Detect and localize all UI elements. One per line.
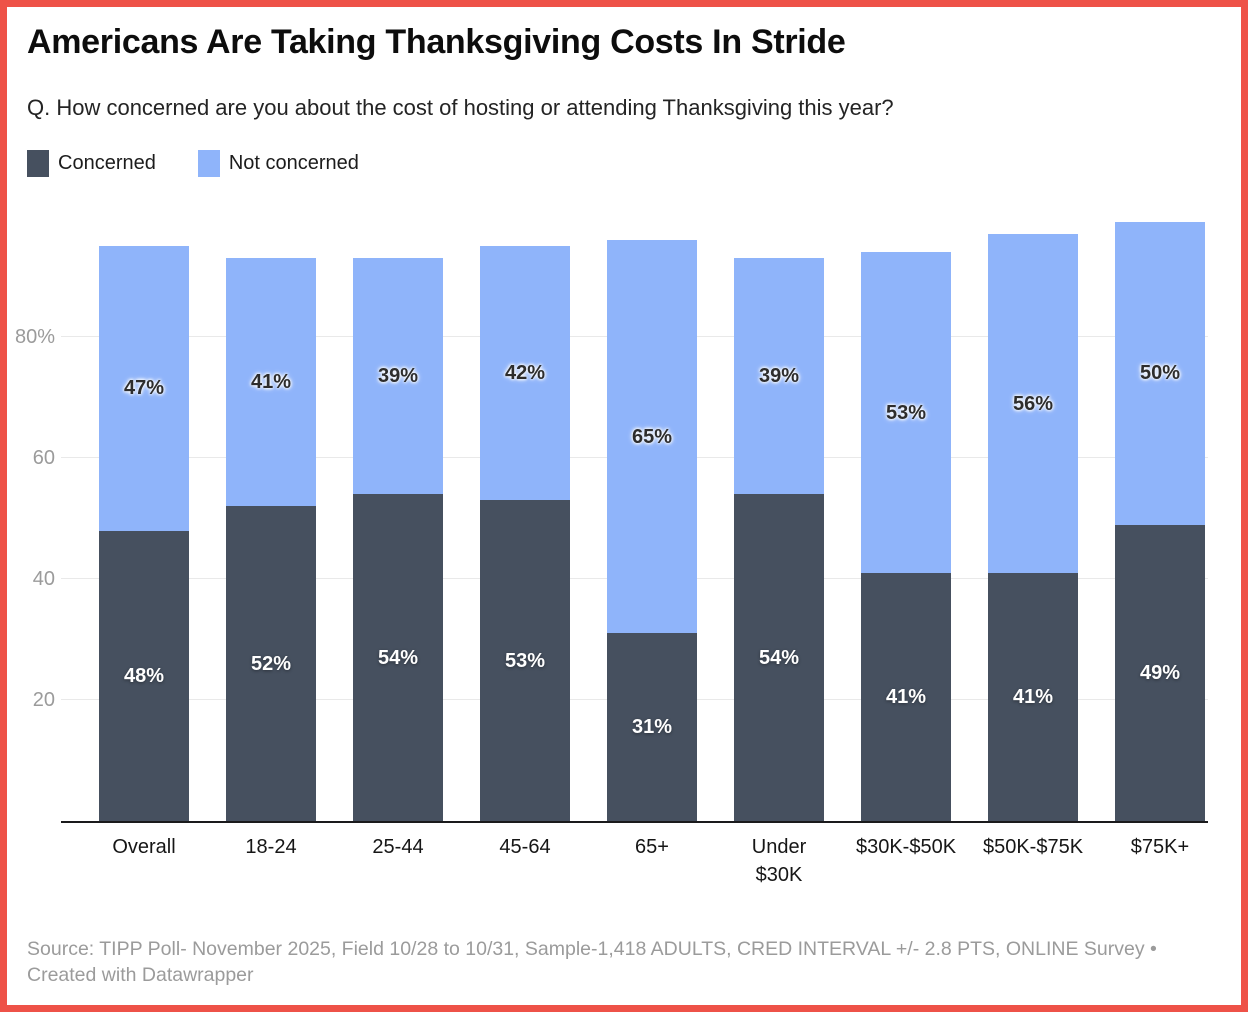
x-axis-label: 18-24 [245, 836, 297, 858]
x-axis-label: $30K-$50K [855, 836, 957, 858]
source-note: Source: TIPP Poll- November 2025, Field … [27, 936, 1193, 988]
legend-swatch [27, 150, 49, 177]
legend-item-concerned: Concerned [27, 150, 156, 177]
legend-label: Concerned [58, 152, 156, 174]
datawrapper-attribution[interactable]: Created with Datawrapper [27, 964, 254, 986]
y-axis-tick-label: 20 [32, 689, 55, 711]
bar-segment-concerned: 49% [1115, 524, 1205, 821]
x-axis-label: Overall [112, 836, 176, 858]
source-text: Source: TIPP Poll- November 2025, Field … [27, 938, 1145, 960]
bar-segment-not-concerned: 41% [226, 258, 316, 507]
legend: Concerned Not concerned [27, 150, 359, 177]
value-label: 56% [1012, 392, 1054, 415]
x-axis-label: $75K+ [1130, 836, 1190, 858]
bar-segment-not-concerned: 53% [861, 252, 951, 573]
bar-segment-concerned: 48% [99, 530, 189, 821]
bar-65+: 31% 65% [607, 240, 697, 821]
x-axis-label: Under $30K [751, 836, 807, 886]
value-label: 48% [123, 664, 165, 687]
chart-title: Americans Are Taking Thanksgiving Costs … [27, 23, 846, 61]
x-axis-label: 45-64 [499, 836, 551, 858]
value-label: 42% [504, 362, 546, 385]
bar-segment-concerned: 31% [607, 633, 697, 821]
bar-45-64: 53% 42% [480, 246, 570, 821]
y-axis-tick-label: 60 [32, 447, 55, 469]
value-label: 39% [377, 365, 419, 388]
bar-segment-not-concerned: 50% [1115, 222, 1205, 525]
value-label: 41% [1012, 685, 1054, 708]
x-axis-label: $50K-$75K [982, 836, 1084, 858]
value-label: 52% [250, 652, 292, 675]
bar-segment-concerned: 54% [734, 494, 824, 821]
value-label: 54% [377, 646, 419, 669]
y-axis-tick-label: 40 [32, 568, 55, 590]
bar-segment-concerned: 52% [226, 506, 316, 821]
bar--75k+: 49% 50% [1115, 222, 1205, 821]
legend-swatch [197, 150, 220, 177]
value-label: 54% [758, 646, 800, 669]
chart-subtitle: Q. How concerned are you about the cost … [27, 95, 894, 120]
value-label: 50% [1139, 362, 1181, 385]
legend-item-not-concerned: Not concerned [197, 150, 359, 177]
legend-label: Not concerned [228, 152, 359, 174]
bar-segment-not-concerned: 42% [480, 246, 570, 501]
value-label: 41% [885, 685, 927, 708]
value-label: 39% [758, 365, 800, 388]
bar--30k-50k: 41% 53% [861, 252, 951, 821]
bar-25-44: 54% 39% [353, 258, 443, 821]
y-axis-tick-label: 80% [14, 326, 55, 348]
bar-under-30k: 54% 39% [734, 258, 824, 821]
x-axis-label: 65+ [635, 836, 669, 858]
separator-bullet: • [1150, 938, 1157, 960]
bar-segment-not-concerned: 39% [353, 258, 443, 495]
value-label: 65% [631, 425, 673, 448]
bar-segment-not-concerned: 56% [988, 234, 1078, 573]
bar-segment-concerned: 54% [353, 494, 443, 821]
bar-segment-concerned: 41% [861, 572, 951, 821]
x-axis-line [61, 821, 1208, 823]
bar-segment-not-concerned: 47% [99, 246, 189, 531]
bar-segment-not-concerned: 39% [734, 258, 824, 495]
plot-area: 20 40 60 80% 48% 47% 52% 41% 54% 39% 53% 42% 31% 65% 5… [15, 216, 1208, 823]
bar-overall: 48% 47% [99, 246, 189, 821]
value-label: 31% [631, 716, 673, 739]
value-label: 49% [1139, 661, 1181, 684]
bar-segment-concerned: 53% [480, 500, 570, 821]
value-label: 41% [250, 371, 292, 394]
bar-segment-concerned: 41% [988, 572, 1078, 821]
value-label: 47% [123, 377, 165, 400]
bar-segment-not-concerned: 65% [607, 240, 697, 634]
value-label: 53% [504, 649, 546, 672]
bar--50k-75k: 41% 56% [988, 234, 1078, 821]
x-axis-label: 25-44 [372, 836, 424, 858]
bar-18-24: 52% 41% [226, 258, 316, 821]
value-label: 53% [885, 401, 927, 424]
